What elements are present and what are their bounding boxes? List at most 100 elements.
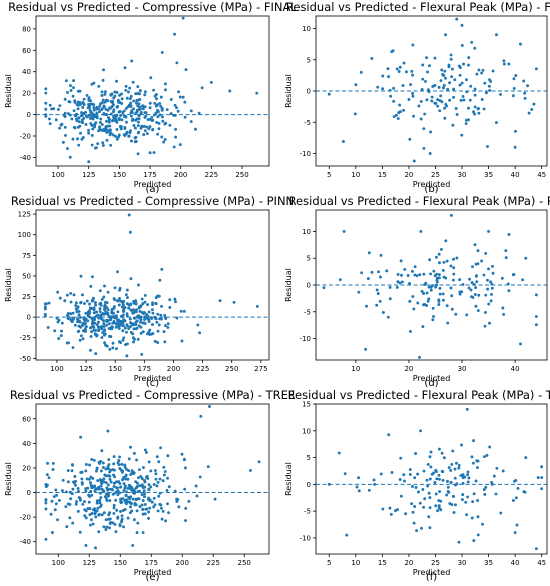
data-point [106, 108, 110, 112]
x-tick-label: 30 [458, 171, 467, 179]
data-point [491, 69, 495, 73]
data-point [130, 469, 134, 473]
data-point [139, 317, 143, 321]
data-point [476, 107, 480, 111]
data-point [98, 505, 102, 509]
data-point [408, 299, 412, 303]
data-point [84, 463, 88, 466]
data-point [175, 106, 178, 110]
data-point [72, 109, 76, 113]
data-point [108, 474, 112, 478]
data-point [470, 516, 474, 520]
data-point [157, 460, 161, 464]
data-point [78, 315, 82, 319]
data-point [123, 126, 127, 129]
data-point [512, 86, 516, 90]
data-point [160, 135, 164, 139]
data-point [102, 480, 106, 484]
data-point [147, 310, 151, 314]
data-point [73, 323, 77, 327]
data-point [71, 94, 75, 98]
data-point [473, 87, 477, 91]
data-point [437, 477, 441, 481]
data-point [89, 335, 93, 338]
data-point [534, 547, 538, 551]
data-point [337, 451, 341, 455]
data-point [402, 61, 406, 65]
data-point [474, 304, 478, 308]
data-point [388, 506, 392, 510]
data-point [111, 346, 115, 350]
data-point [97, 487, 101, 491]
data-point [474, 274, 478, 278]
data-point [91, 476, 95, 480]
data-point [47, 301, 51, 305]
data-point [443, 106, 446, 110]
data-point [83, 327, 87, 331]
data-point [121, 303, 125, 306]
data-point [427, 297, 431, 301]
data-point [460, 133, 464, 137]
data-point [62, 114, 66, 117]
data-point [488, 445, 492, 449]
data-point [128, 97, 132, 101]
data-point [402, 108, 406, 112]
data-point [91, 296, 95, 300]
data-point [88, 523, 92, 527]
data-point [104, 467, 108, 471]
data-point [159, 104, 163, 108]
data-point [430, 95, 434, 99]
data-point [516, 486, 520, 490]
x-axis-label: Predicted [413, 180, 451, 189]
x-tick-label: 25 [431, 559, 440, 567]
data-point [85, 477, 89, 481]
data-point [129, 487, 133, 491]
data-point [76, 137, 79, 141]
data-point [110, 308, 114, 312]
data-point [437, 447, 441, 451]
data-point [198, 475, 202, 479]
data-point [410, 269, 414, 273]
data-point [122, 482, 126, 486]
data-point [445, 304, 449, 308]
data-point [101, 129, 105, 132]
data-point [103, 495, 107, 499]
data-point [152, 88, 156, 92]
data-point [116, 461, 120, 465]
data-point [476, 249, 480, 253]
data-point [184, 466, 187, 470]
data-point [95, 323, 99, 327]
data-point [106, 129, 110, 133]
data-point [399, 259, 403, 263]
data-point [125, 312, 129, 316]
data-point [153, 469, 157, 472]
data-point [55, 316, 59, 320]
data-point [409, 83, 412, 87]
data-point [44, 101, 48, 105]
data-point [492, 474, 496, 478]
data-point [381, 87, 385, 91]
data-point [438, 490, 442, 493]
data-point [450, 307, 454, 311]
x-tick-label: 125 [83, 559, 96, 567]
data-point [422, 127, 426, 131]
data-point [199, 414, 203, 418]
x-tick-label: 10 [351, 171, 360, 179]
data-point [68, 155, 72, 159]
data-point [436, 98, 440, 102]
data-point [99, 301, 103, 305]
data-point [377, 270, 380, 274]
data-point [147, 488, 151, 492]
data-point [44, 483, 48, 486]
data-point [129, 94, 133, 98]
data-point [83, 514, 87, 518]
data-point [98, 104, 102, 108]
data-point [143, 485, 147, 489]
data-point [105, 301, 109, 305]
data-point [91, 102, 95, 106]
data-point [142, 133, 146, 137]
data-point [434, 492, 438, 496]
data-point [90, 493, 94, 497]
y-tick-label: 20 [22, 90, 31, 98]
data-point [122, 488, 126, 492]
